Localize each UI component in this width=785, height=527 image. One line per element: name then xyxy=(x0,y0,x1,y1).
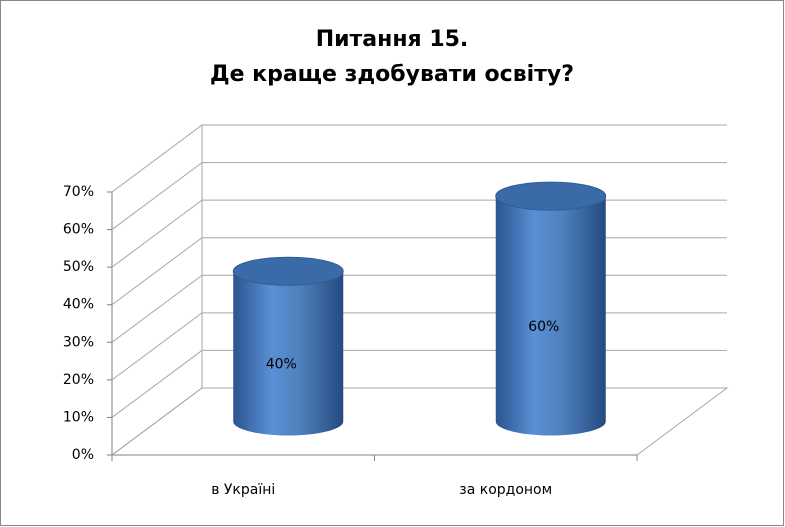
chart-title: Питання 15. xyxy=(316,27,469,52)
value-label: 60% xyxy=(528,319,559,335)
bar-body xyxy=(233,271,344,436)
bar xyxy=(232,256,344,436)
plot-area: 0% 10% 20% 30% 40% 50% 60% 70% в Україні за кордо… xyxy=(63,124,729,498)
grid-line xyxy=(111,162,727,230)
y-tick-label: 20% xyxy=(63,372,94,388)
y-tick-label: 40% xyxy=(63,297,94,313)
bar xyxy=(495,181,607,436)
y-tick-label: 10% xyxy=(63,409,94,425)
x-tick-label: за кордоном xyxy=(459,482,552,498)
y-tick-label: 60% xyxy=(63,222,94,238)
chart-subtitle: Де краще здобувати освіту? xyxy=(210,62,574,87)
y-tick-label: 0% xyxy=(72,447,94,463)
bar-top xyxy=(232,256,344,286)
y-tick-label: 50% xyxy=(63,259,94,275)
y-tick-label: 30% xyxy=(63,334,94,350)
bar-top xyxy=(495,181,607,211)
bar-body xyxy=(495,196,606,436)
value-label: 40% xyxy=(266,356,297,372)
grid-line xyxy=(111,124,727,193)
y-tick-label: 70% xyxy=(63,184,94,200)
x-tick-label: в Україні xyxy=(211,482,275,498)
